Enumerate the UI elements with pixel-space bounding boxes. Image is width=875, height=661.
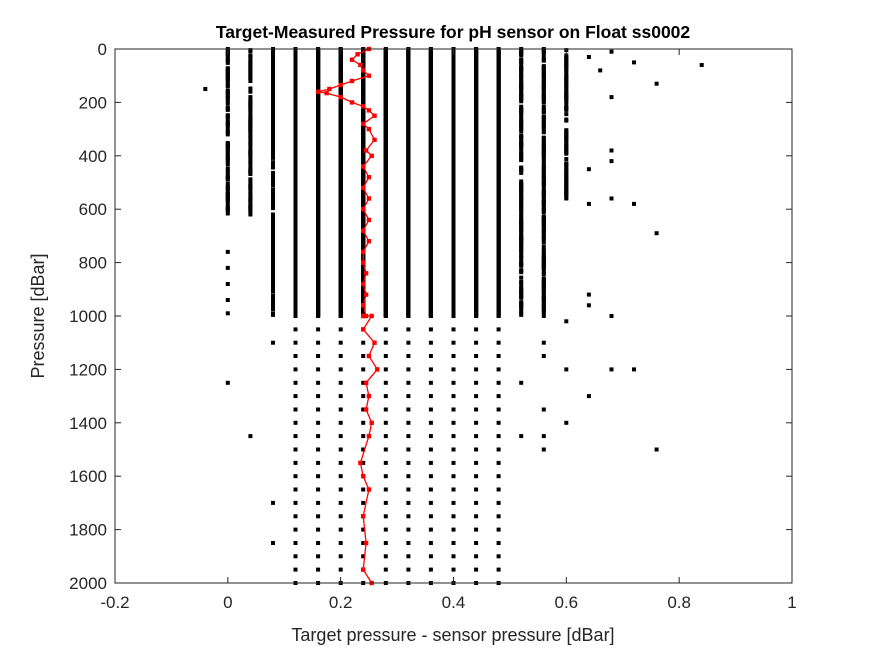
scatter-layer	[203, 47, 704, 585]
